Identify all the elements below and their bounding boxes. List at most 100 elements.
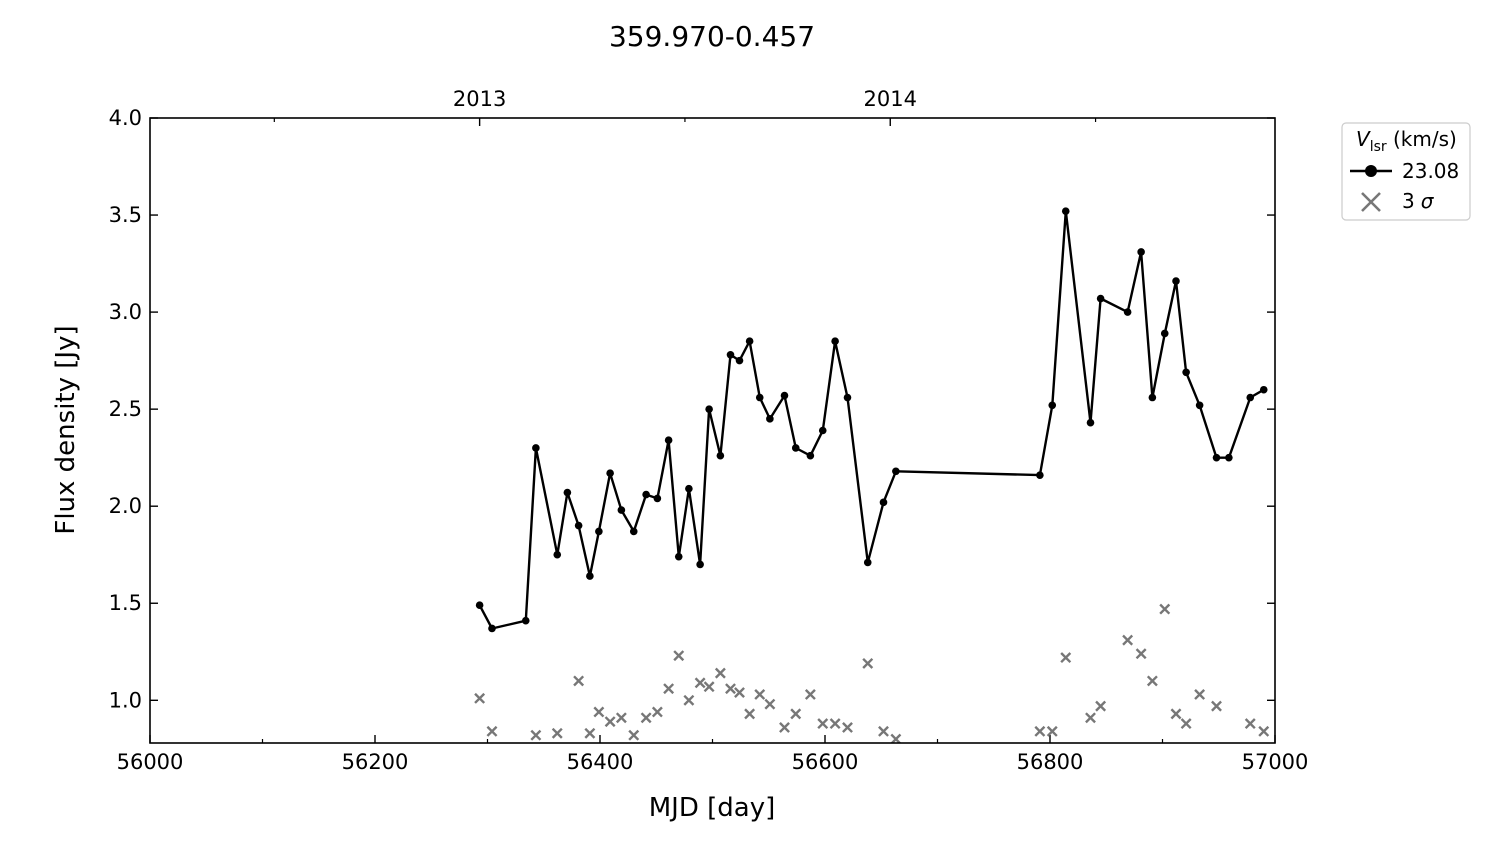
x-tick-label: 56000 [117, 750, 184, 774]
sigma-marker [1159, 603, 1171, 615]
data-point [488, 624, 496, 633]
sigma-marker [486, 725, 498, 737]
sigma-marker [1180, 718, 1192, 730]
sigma-marker [734, 687, 745, 698]
data-point [1160, 329, 1169, 338]
x-tick-label: 56400 [567, 750, 634, 774]
data-point [892, 467, 900, 476]
sigma-marker [754, 689, 766, 700]
data-point [1123, 308, 1132, 316]
legend-series-1-label: 23.08 [1402, 159, 1459, 183]
sigma-marker [551, 727, 563, 739]
data-point [1036, 471, 1044, 479]
data-point [595, 527, 603, 536]
sigma-marker [1244, 718, 1256, 730]
data-point [1246, 393, 1255, 402]
sigma-marker [817, 718, 829, 730]
data-point [586, 572, 594, 580]
sigma-marker [779, 722, 790, 733]
data-point [629, 527, 638, 536]
data-point [1182, 368, 1190, 377]
data-point [653, 494, 662, 503]
sigma-marker [593, 706, 605, 718]
data-point [563, 488, 572, 497]
data-point [1048, 401, 1057, 410]
data-point [553, 550, 562, 559]
data-point [617, 506, 626, 514]
series-layer [474, 207, 1270, 743]
x-tick-label: 56800 [1017, 750, 1084, 774]
sigma-marker [1085, 712, 1096, 724]
data-point [1195, 401, 1204, 410]
chart-title: 359.970-0.457 [609, 20, 815, 53]
data-point [532, 444, 540, 452]
data-point [674, 552, 683, 561]
x-tick-label: 57000 [1242, 750, 1309, 774]
sigma-marker [703, 681, 715, 693]
sigma-marker [584, 727, 596, 739]
top-tick-label: 2013 [453, 87, 506, 111]
y-tick-label: 2.0 [109, 494, 142, 518]
data-point [818, 426, 827, 435]
legend-series-2-sym: σ [1421, 189, 1435, 213]
sigma-marker [474, 692, 486, 704]
sigma-marker [790, 708, 802, 720]
y-tick-label: 3.5 [109, 203, 142, 227]
data-point [726, 351, 735, 359]
data-point [1096, 294, 1105, 303]
sigma-marker [530, 729, 542, 741]
legend-box [1341, 122, 1471, 221]
sigma-marker [1258, 725, 1270, 737]
data-point [642, 490, 650, 499]
legend-title-main: V [1356, 127, 1371, 151]
sigma-marker [1170, 708, 1182, 720]
data-point [806, 451, 815, 460]
sigma-marker [890, 733, 902, 743]
data-point [735, 356, 744, 365]
sigma-marker [694, 677, 706, 689]
data-point [863, 558, 872, 567]
data-point [1061, 207, 1070, 215]
legend-title-sub: lsr [1370, 139, 1387, 155]
sigma-marker [1122, 634, 1134, 646]
plot-frame [149, 117, 1276, 744]
y-axis-label: Flux density [Jy] [51, 325, 81, 534]
data-point [1137, 248, 1145, 256]
data-point [791, 444, 800, 452]
legend-marker-x [1361, 192, 1381, 212]
data-point [1259, 385, 1268, 394]
data-point [1172, 277, 1180, 285]
x-axis-label: MJD [day] [649, 793, 776, 823]
sigma-marker [829, 718, 841, 730]
data-point [843, 393, 852, 402]
data-point [1148, 393, 1157, 402]
data-point [755, 393, 764, 402]
x-tick-label: 56600 [792, 750, 859, 774]
sigma-marker [1060, 652, 1072, 664]
sigma-marker [673, 650, 685, 662]
sigma-marker [878, 725, 889, 737]
y-tick-label: 1.0 [109, 688, 142, 712]
data-point [879, 498, 888, 507]
sigma-marker [1034, 725, 1046, 737]
sigma-marker [862, 657, 874, 669]
sigma-marker [640, 712, 652, 724]
data-point [745, 337, 754, 346]
sigma-marker [651, 706, 663, 718]
data-point [716, 451, 725, 460]
sigma-marker [615, 712, 627, 724]
data-point [1225, 453, 1233, 462]
sigma-marker [1211, 700, 1222, 712]
sigma-marker [604, 716, 616, 728]
data-point [574, 521, 583, 530]
top-tick-label: 2014 [864, 87, 917, 111]
y-tick-label: 3.0 [109, 300, 142, 324]
y-tick-label: 4.0 [109, 106, 142, 130]
series-line-23-08 [478, 209, 1265, 630]
sigma-marker [714, 667, 726, 679]
legend-title-rest: (km/s) [1387, 127, 1457, 151]
data-point [521, 616, 530, 625]
data-point [606, 469, 614, 478]
